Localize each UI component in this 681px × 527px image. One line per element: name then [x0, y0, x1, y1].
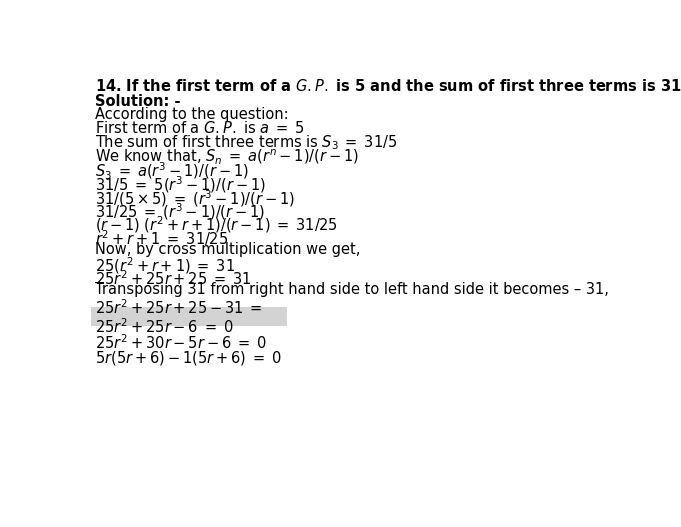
Text: $25(r^2+r+1)\;=\;31$: $25(r^2+r+1)\;=\;31$: [95, 255, 235, 276]
Text: We know that, $S_n\;=\;a(r^n-1)/(r-1)$: We know that, $S_n\;=\;a(r^n-1)/(r-1)$: [95, 147, 359, 166]
Text: $25r^2+25r+25\;=\;31$: $25r^2+25r+25\;=\;31$: [95, 269, 251, 288]
Text: $31/25\;=\;(r^3-1)/(r-1)$: $31/25\;=\;(r^3-1)/(r-1)$: [95, 201, 265, 222]
Text: $5r(5r+6)-1(5r+6)\;=\;0$: $5r(5r+6)-1(5r+6)\;=\;0$: [95, 349, 281, 367]
Text: $31/5\;=\;5(r^3-1)/(r-1)$: $31/5\;=\;5(r^3-1)/(r-1)$: [95, 174, 266, 194]
Text: According to the question:: According to the question:: [95, 106, 288, 122]
Text: $25r^2+30r-5r-6\;=\;0$: $25r^2+30r-5r-6\;=\;0$: [95, 333, 266, 352]
Text: Transposing 31 from right hand side to left hand side it becomes – 31,: Transposing 31 from right hand side to l…: [95, 282, 609, 297]
Text: $(r-1)\;(r^2+r+1)/(r-1)\;=\;31/25$: $(r-1)\;(r^2+r+1)/(r-1)\;=\;31/25$: [95, 214, 338, 235]
Text: First term of a $G.P.$ is $a\;=\;5$: First term of a $G.P.$ is $a\;=\;5$: [95, 120, 304, 136]
FancyBboxPatch shape: [91, 307, 287, 326]
Text: 14. If the first term of a $G.P.$ is 5 and the sum of first three terms is 31/5,: 14. If the first term of a $G.P.$ is 5 a…: [95, 77, 681, 95]
Text: $31/(5\times 5)\;=\;(r^3-1)/(r-1)$: $31/(5\times 5)\;=\;(r^3-1)/(r-1)$: [95, 188, 295, 209]
Text: $25r^2+25r+25-31\;=$: $25r^2+25r+25-31\;=$: [95, 299, 262, 317]
Text: $S_3\;=\;a(r^3-1)/(r-1)$: $S_3\;=\;a(r^3-1)/(r-1)$: [95, 161, 249, 182]
Text: Solution: -: Solution: -: [95, 94, 180, 109]
Text: $r^2+r+1\;=\;31/25$: $r^2+r+1\;=\;31/25$: [95, 228, 228, 248]
Text: Now, by cross multiplication we get,: Now, by cross multiplication we get,: [95, 242, 360, 257]
Text: The sum of first three terms is $S_3\;=\;31/5$: The sum of first three terms is $S_3\;=\…: [95, 133, 397, 152]
Text: $25r^2+25r-6\;=\;0$: $25r^2+25r-6\;=\;0$: [95, 317, 233, 336]
